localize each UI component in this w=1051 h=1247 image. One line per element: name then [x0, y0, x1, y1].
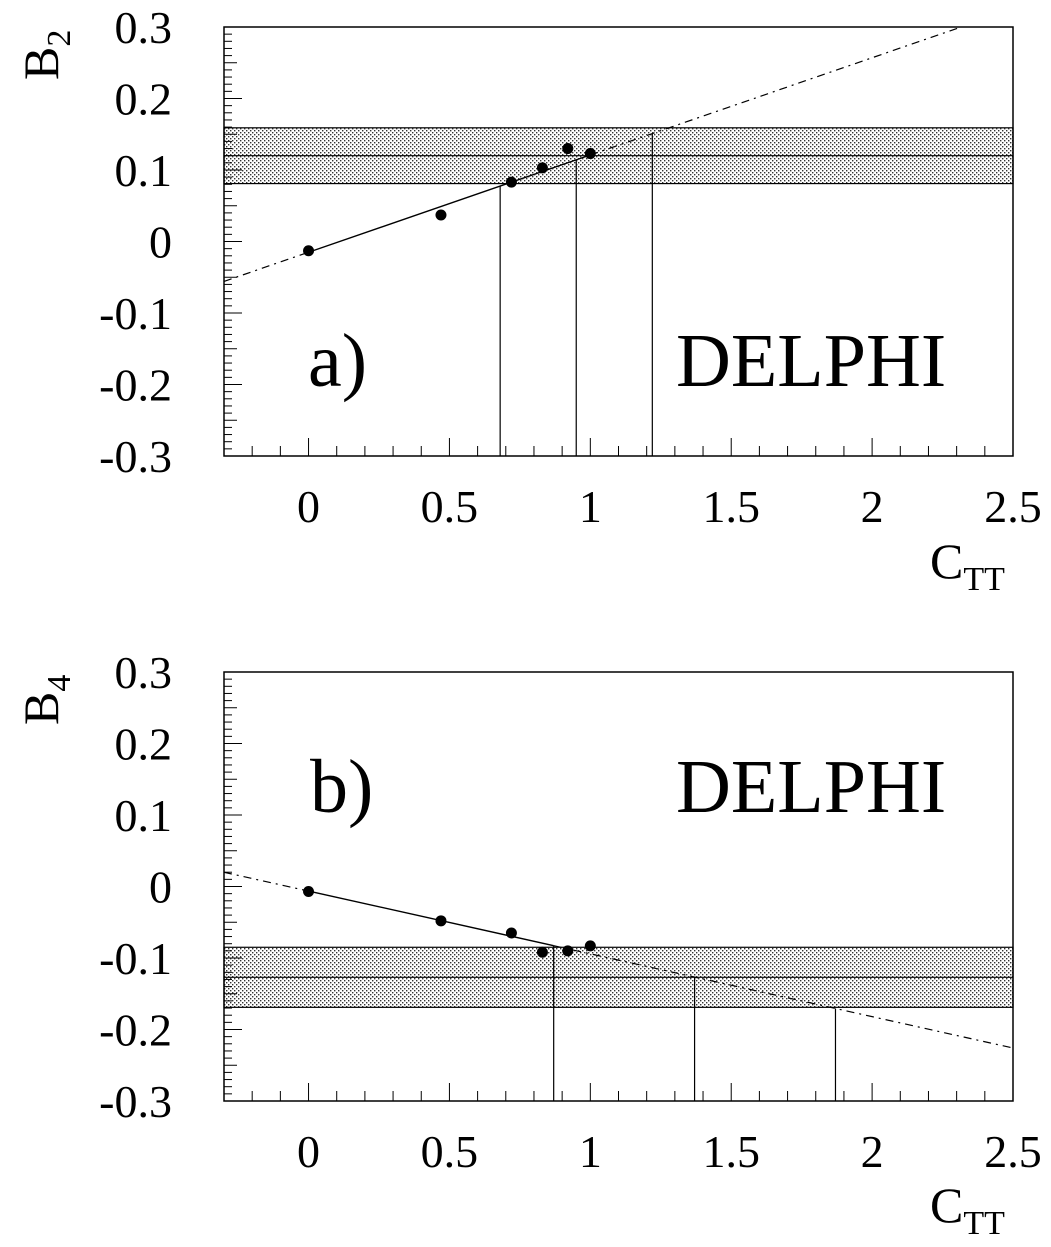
fit-line-extrapolation-left [223, 871, 309, 892]
points-layer [303, 886, 596, 958]
band-layer [223, 946, 1014, 1008]
y-tick-label: 0.1 [115, 145, 173, 196]
x-tick-label: 0.5 [421, 481, 479, 532]
y-tick-label: -0.3 [99, 431, 172, 482]
vertical-lines-layer [553, 945, 837, 1101]
y-tick-label: 0.1 [115, 790, 173, 841]
y-tick-label: 0.2 [115, 74, 173, 125]
x-tick-label: 0.5 [421, 1126, 479, 1177]
panel-label: b) [310, 745, 373, 829]
y-tick-label: 0 [149, 862, 172, 913]
y-axis-title-main: B [13, 692, 69, 725]
data-point-5 [562, 143, 574, 155]
x-tick-label: 2 [861, 481, 884, 532]
y-tick-label: -0.1 [99, 933, 172, 984]
x-axis-title-sub: TT [963, 561, 1005, 598]
plot-frame [223, 671, 1014, 1102]
panel-b: 0 0.5 1 1.5 2 2.5 0.3 0.2 0.1 0 -0.1 -0.2 -0.3 b) D… [13, 647, 1042, 1242]
fit-line-extrapolation-left [223, 251, 309, 282]
x-axis-title-main: C [930, 533, 963, 589]
y-tick-label: -0.3 [99, 1076, 172, 1127]
data-point-2 [435, 915, 447, 927]
y-tick-label: -0.2 [99, 360, 172, 411]
x-axis-title: CTT [930, 533, 1005, 598]
band-layer [223, 127, 1014, 185]
x-tick-label: 1.5 [702, 1126, 760, 1177]
y-tick-label: 0.2 [115, 719, 173, 770]
axis-layer [223, 671, 1014, 1102]
y-axis-title-sub: 4 [41, 675, 78, 692]
axis-layer [223, 26, 1014, 457]
panel-a: 0 0.5 1 1.5 2 2.5 0.3 0.2 0.1 0 -0.1 -0.2 -0.3 a) D… [13, 2, 1042, 598]
x-tick-label: 0 [297, 1126, 320, 1177]
x-tick-label: 1 [579, 481, 602, 532]
vertical-lines-layer [499, 133, 653, 456]
panel-label: a) [308, 319, 367, 403]
x-tick-label: 1.5 [702, 481, 760, 532]
data-point-3 [505, 176, 517, 188]
data-point-6 [584, 148, 596, 160]
data-point-6 [584, 940, 596, 952]
x-tick-labels: 0 0.5 1 1.5 2 2.5 [297, 1126, 1042, 1177]
x-tick-label: 1 [579, 1126, 602, 1177]
y-tick-label: 0 [149, 217, 172, 268]
fit-line-extrapolation-right [590, 26, 962, 156]
x-axis-title-sub: TT [963, 1205, 1005, 1242]
fit-line-solid [308, 890, 554, 947]
y-tick-label: 0.3 [115, 647, 173, 698]
y-tick-labels: 0.3 0.2 0.1 0 -0.1 -0.2 -0.3 [99, 2, 172, 482]
x-axis-title-main: C [930, 1177, 963, 1233]
x-tick-label: 2.5 [984, 481, 1042, 532]
x-tick-label: 2.5 [984, 1126, 1042, 1177]
data-point-4 [536, 946, 548, 958]
y-axis-title: B2 [13, 30, 78, 80]
data-point-4 [536, 162, 548, 174]
points-layer [303, 143, 596, 257]
experiment-label: DELPHI [676, 745, 946, 829]
y-tick-label: -0.2 [99, 1005, 172, 1056]
x-tick-label: 2 [861, 1126, 884, 1177]
data-point-1 [303, 886, 315, 898]
x-tick-labels: 0 0.5 1 1.5 2 2.5 [297, 481, 1042, 532]
y-tick-labels: 0.3 0.2 0.1 0 -0.1 -0.2 -0.3 [99, 647, 172, 1127]
y-tick-label: -0.1 [99, 288, 172, 339]
data-point-5 [562, 945, 574, 957]
data-point-2 [435, 209, 447, 221]
experiment-label: DELPHI [676, 319, 946, 403]
data-point-3 [505, 927, 517, 939]
y-tick-label: 0.3 [115, 2, 173, 53]
data-point-1 [303, 245, 315, 257]
y-axis-title-main: B [13, 47, 69, 80]
x-axis-title: CTT [930, 1177, 1005, 1242]
y-axis-title-sub: 2 [41, 30, 78, 47]
y-axis-title: B4 [13, 675, 78, 725]
x-tick-label: 0 [297, 481, 320, 532]
